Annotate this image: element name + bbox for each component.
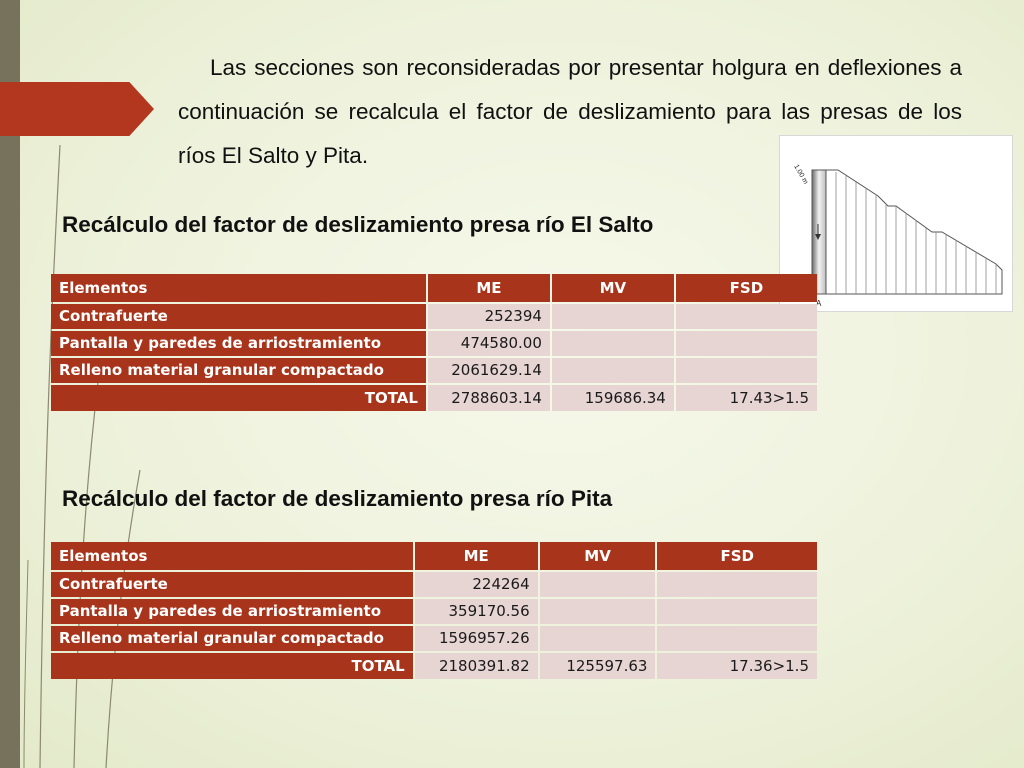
total-fsd: 17.36>1.5 bbox=[657, 653, 817, 679]
row-fsd bbox=[657, 626, 817, 651]
header-mv: MV bbox=[539, 542, 656, 570]
row-fsd bbox=[675, 304, 817, 329]
row-mv bbox=[539, 572, 656, 597]
total-mv: 159686.34 bbox=[551, 385, 674, 411]
row-me: 224264 bbox=[414, 572, 538, 597]
header-fsd: FSD bbox=[675, 274, 817, 302]
header-elementos: Elementos bbox=[51, 274, 426, 302]
total-mv: 125597.63 bbox=[539, 653, 656, 679]
table-row: Contrafuerte 224264 bbox=[51, 572, 817, 597]
row-fsd bbox=[657, 599, 817, 624]
table-salto: Elementos ME MV FSD Contrafuerte 252394 … bbox=[49, 272, 819, 413]
row-mv bbox=[551, 304, 674, 329]
row-me: 252394 bbox=[427, 304, 550, 329]
dam-section-figure: A 1.00 m bbox=[779, 135, 1013, 312]
table-header-row: Elementos ME MV FSD bbox=[51, 542, 817, 570]
row-me: 474580.00 bbox=[427, 331, 550, 356]
total-label: TOTAL bbox=[51, 653, 413, 679]
header-elementos: Elementos bbox=[51, 542, 413, 570]
row-mv bbox=[551, 358, 674, 383]
header-me: ME bbox=[427, 274, 550, 302]
intro-paragraph: Las secciones son reconsideradas por pre… bbox=[178, 55, 962, 168]
table-total-row: TOTAL 2180391.82 125597.63 17.36>1.5 bbox=[51, 653, 817, 679]
table-row: Relleno material granular compactado 206… bbox=[51, 358, 817, 383]
row-mv bbox=[539, 626, 656, 651]
row-me: 359170.56 bbox=[414, 599, 538, 624]
heading-salto: Recálculo del factor de deslizamiento pr… bbox=[62, 212, 654, 237]
dimension-label: 1.00 m bbox=[792, 164, 809, 186]
row-element: Contrafuerte bbox=[51, 304, 426, 329]
table-row: Pantalla y paredes de arriostramiento 35… bbox=[51, 599, 817, 624]
point-a-label: A bbox=[816, 299, 822, 308]
total-me: 2788603.14 bbox=[427, 385, 550, 411]
table-header-row: Elementos ME MV FSD bbox=[51, 274, 817, 302]
table-pita: Elementos ME MV FSD Contrafuerte 224264 … bbox=[49, 540, 819, 681]
table-row: Contrafuerte 252394 bbox=[51, 304, 817, 329]
header-fsd: FSD bbox=[657, 542, 817, 570]
table-row: Pantalla y paredes de arriostramiento 47… bbox=[51, 331, 817, 356]
header-mv: MV bbox=[551, 274, 674, 302]
total-label: TOTAL bbox=[51, 385, 426, 411]
row-mv bbox=[551, 331, 674, 356]
table-total-row: TOTAL 2788603.14 159686.34 17.43>1.5 bbox=[51, 385, 817, 411]
table-row: Relleno material granular compactado 159… bbox=[51, 626, 817, 651]
row-element: Relleno material granular compactado bbox=[51, 626, 413, 651]
left-sidebar-bar bbox=[0, 0, 20, 768]
accent-arrow-shape bbox=[0, 82, 154, 136]
row-me: 2061629.14 bbox=[427, 358, 550, 383]
total-fsd: 17.43>1.5 bbox=[675, 385, 817, 411]
row-element: Relleno material granular compactado bbox=[51, 358, 426, 383]
row-element: Pantalla y paredes de arriostramiento bbox=[51, 599, 413, 624]
row-fsd bbox=[657, 572, 817, 597]
row-element: Pantalla y paredes de arriostramiento bbox=[51, 331, 426, 356]
dam-section-drawing: A 1.00 m bbox=[792, 164, 1003, 308]
header-me: ME bbox=[414, 542, 538, 570]
heading-pita: Recálculo del factor de deslizamiento pr… bbox=[62, 486, 613, 511]
row-mv bbox=[539, 599, 656, 624]
row-fsd bbox=[675, 331, 817, 356]
row-fsd bbox=[675, 358, 817, 383]
row-element: Contrafuerte bbox=[51, 572, 413, 597]
total-me: 2180391.82 bbox=[414, 653, 538, 679]
row-me: 1596957.26 bbox=[414, 626, 538, 651]
